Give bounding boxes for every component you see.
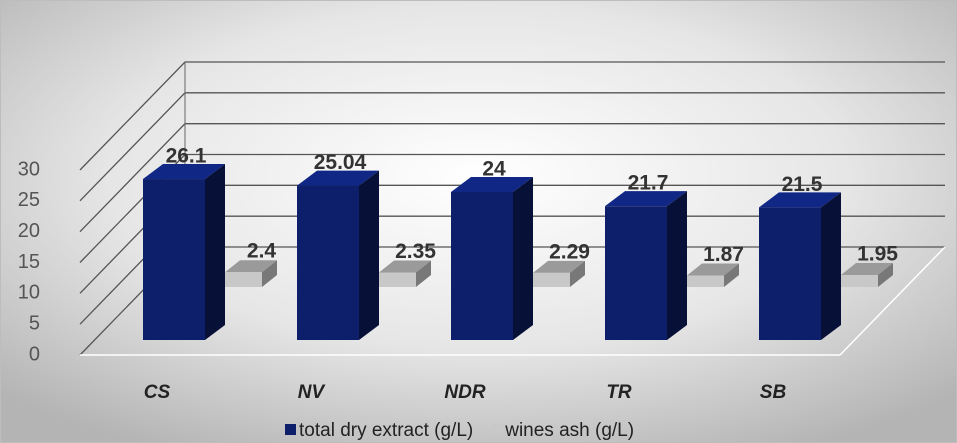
x-tick-label: CS — [144, 382, 171, 403]
y-tick-label: 10 — [18, 282, 40, 304]
y-tick-label: 30 — [18, 158, 40, 180]
y-tick-label: 0 — [29, 343, 40, 365]
bar-top — [841, 262, 893, 275]
bar — [841, 274, 878, 287]
data-label: 1.95 — [857, 243, 898, 266]
bar-side — [878, 262, 893, 287]
data-label: 24 — [482, 158, 506, 181]
right-wall-edge — [839, 246, 946, 356]
bar-top — [225, 260, 277, 273]
bar — [605, 206, 667, 340]
data-label: 25.04 — [314, 151, 367, 174]
y-tick-label: 25 — [18, 189, 40, 211]
x-tick-label: TR — [606, 382, 632, 403]
legend-swatch — [491, 424, 503, 435]
bar-side — [513, 177, 533, 340]
bar — [533, 272, 570, 287]
y-tick-label: 5 — [29, 312, 40, 334]
legend-label: wines ash (g/L) — [504, 420, 634, 441]
bar — [225, 272, 262, 287]
x-tick-label: NDR — [444, 382, 485, 403]
legend-swatch — [285, 424, 296, 435]
y-tick-label: 20 — [18, 220, 40, 242]
bar — [297, 185, 359, 340]
y-tick-label: 15 — [18, 251, 40, 273]
bar-top — [687, 263, 739, 276]
bar-side — [262, 260, 277, 287]
bar-side — [724, 263, 739, 287]
bar-top — [451, 177, 533, 192]
bar — [143, 179, 205, 340]
bar-top — [297, 170, 379, 186]
bar-side — [570, 260, 585, 287]
data-label: 21.7 — [628, 172, 669, 195]
bar — [379, 272, 416, 287]
bar-top — [605, 191, 687, 207]
data-label: 26.1 — [166, 145, 207, 168]
bar-top — [759, 192, 841, 208]
bar-side — [205, 164, 225, 340]
data-label: 2.35 — [395, 240, 436, 263]
x-tick-label: NV — [298, 382, 326, 403]
bar — [759, 207, 821, 340]
bar-side — [359, 170, 379, 340]
bar-top — [143, 164, 225, 180]
x-tick-label: SB — [760, 382, 787, 403]
data-label: 1.87 — [703, 243, 744, 266]
bar-top — [533, 260, 585, 273]
bar-side — [667, 191, 687, 340]
legend-label: total dry extract (g/L) — [299, 420, 473, 441]
data-label: 21.5 — [782, 173, 823, 196]
data-label: 2.29 — [549, 240, 590, 263]
bar-side — [416, 260, 431, 287]
bar-top — [379, 260, 431, 273]
bar-side — [821, 192, 841, 340]
data-label: 2.4 — [247, 240, 277, 263]
bar — [451, 192, 513, 340]
bar — [687, 275, 724, 287]
